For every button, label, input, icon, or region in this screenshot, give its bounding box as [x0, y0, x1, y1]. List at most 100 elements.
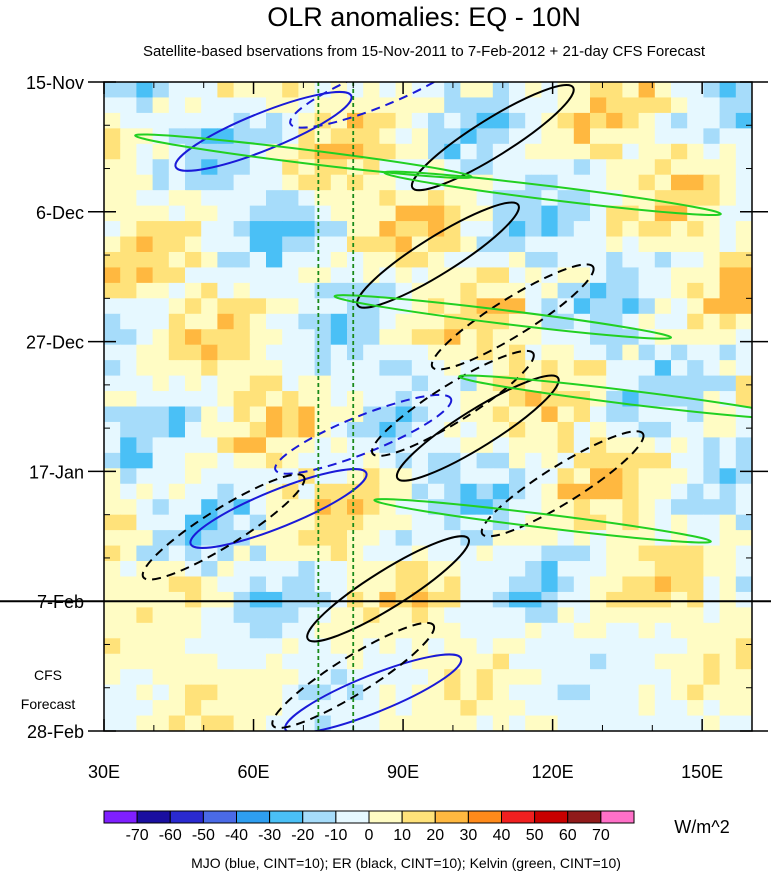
olr-cell [379, 344, 397, 361]
olr-cell [557, 205, 575, 222]
olr-cell [525, 452, 542, 469]
olr-cell [444, 251, 461, 269]
olr-cell [120, 591, 137, 608]
olr-cell [492, 205, 510, 222]
olr-cell [379, 174, 397, 191]
olr-cell [363, 576, 380, 593]
olr-cell [735, 684, 752, 701]
olr-cell [266, 267, 283, 284]
olr-cell [590, 684, 607, 701]
olr-cell [735, 267, 752, 284]
olr-cell [541, 128, 559, 145]
olr-cell [638, 638, 656, 655]
colorbar-label: 20 [426, 827, 444, 844]
olr-cell [476, 97, 494, 114]
olr-cell [622, 715, 640, 731]
olr-cell [314, 174, 332, 191]
olr-cell [654, 143, 672, 160]
mjo-contour [274, 393, 453, 475]
forecast-label-line2: Forecast [21, 696, 76, 712]
olr-cell [719, 251, 737, 269]
olr-cell [622, 251, 640, 269]
olr-cell [330, 638, 348, 655]
olr-cell [104, 159, 121, 176]
olr-cell [476, 591, 494, 608]
olr-cell [217, 375, 235, 392]
olr-cell [557, 514, 575, 531]
olr-cell [347, 97, 364, 114]
olr-cell [541, 112, 559, 129]
olr-cell [233, 128, 251, 145]
olr-cell [654, 236, 672, 253]
olr-cell [573, 82, 591, 99]
olr-cell [168, 82, 186, 99]
olr-cell [557, 576, 575, 593]
olr-cell [687, 375, 704, 392]
olr-cell [492, 406, 510, 423]
olr-cell [476, 298, 494, 315]
olr-cell [622, 143, 640, 160]
olr-cell [266, 530, 283, 547]
olr-cell [492, 638, 510, 655]
olr-cell [201, 638, 218, 655]
olr-cell [428, 236, 445, 253]
olr-cell [719, 282, 737, 299]
olr-cell [460, 313, 478, 330]
olr-cell [363, 329, 380, 346]
olr-cell [266, 545, 283, 562]
olr-cell [185, 174, 202, 191]
olr-cell [719, 221, 737, 238]
olr-cell [735, 545, 752, 562]
olr-cell [104, 576, 121, 593]
olr-cell [735, 236, 752, 253]
olr-cell [249, 669, 267, 686]
olr-cell [719, 205, 737, 222]
olr-cell [168, 112, 186, 129]
olr-cell [185, 391, 202, 408]
olr-cell [168, 221, 186, 238]
olr-cell [622, 437, 640, 454]
olr-cell [266, 468, 283, 485]
olr-cell [687, 282, 704, 299]
olr-cell [249, 437, 267, 454]
olr-cell [233, 684, 251, 701]
olr-cell [266, 499, 283, 516]
olr-cell [217, 576, 235, 593]
olr-cell [363, 514, 380, 531]
olr-cell [573, 653, 591, 670]
olr-cell [622, 82, 640, 99]
olr-cell [590, 190, 607, 207]
olr-cell [120, 251, 137, 269]
plot-frame [103, 81, 753, 732]
olr-cell [201, 530, 218, 547]
olr-cell [217, 452, 235, 469]
olr-cell [314, 97, 332, 114]
olr-cell [573, 638, 591, 655]
olr-cell [249, 329, 267, 346]
olr-cell [590, 298, 607, 315]
olr-cell [104, 437, 121, 454]
olr-cell [330, 329, 348, 346]
olr-cell [622, 282, 640, 299]
olr-cell [573, 530, 591, 547]
olr-cell [573, 313, 591, 330]
olr-cell [638, 700, 656, 717]
olr-cell [201, 468, 218, 485]
olr-cell [444, 267, 461, 284]
olr-cell [330, 82, 348, 99]
olr-cell [120, 391, 137, 408]
olr-cell [703, 653, 721, 670]
olr-cell [492, 545, 510, 562]
olr-cell [201, 545, 218, 562]
x-tick-label: 120E [532, 762, 574, 782]
olr-cell [606, 653, 623, 670]
olr-cell [379, 437, 397, 454]
olr-cell [590, 638, 607, 655]
olr-cell [347, 545, 364, 562]
olr-cell [525, 360, 542, 377]
olr-cell [379, 468, 397, 485]
colorbar-swatch [103, 810, 138, 824]
olr-cell [606, 329, 623, 346]
olr-cell [606, 391, 623, 408]
olr-cell [185, 653, 202, 670]
